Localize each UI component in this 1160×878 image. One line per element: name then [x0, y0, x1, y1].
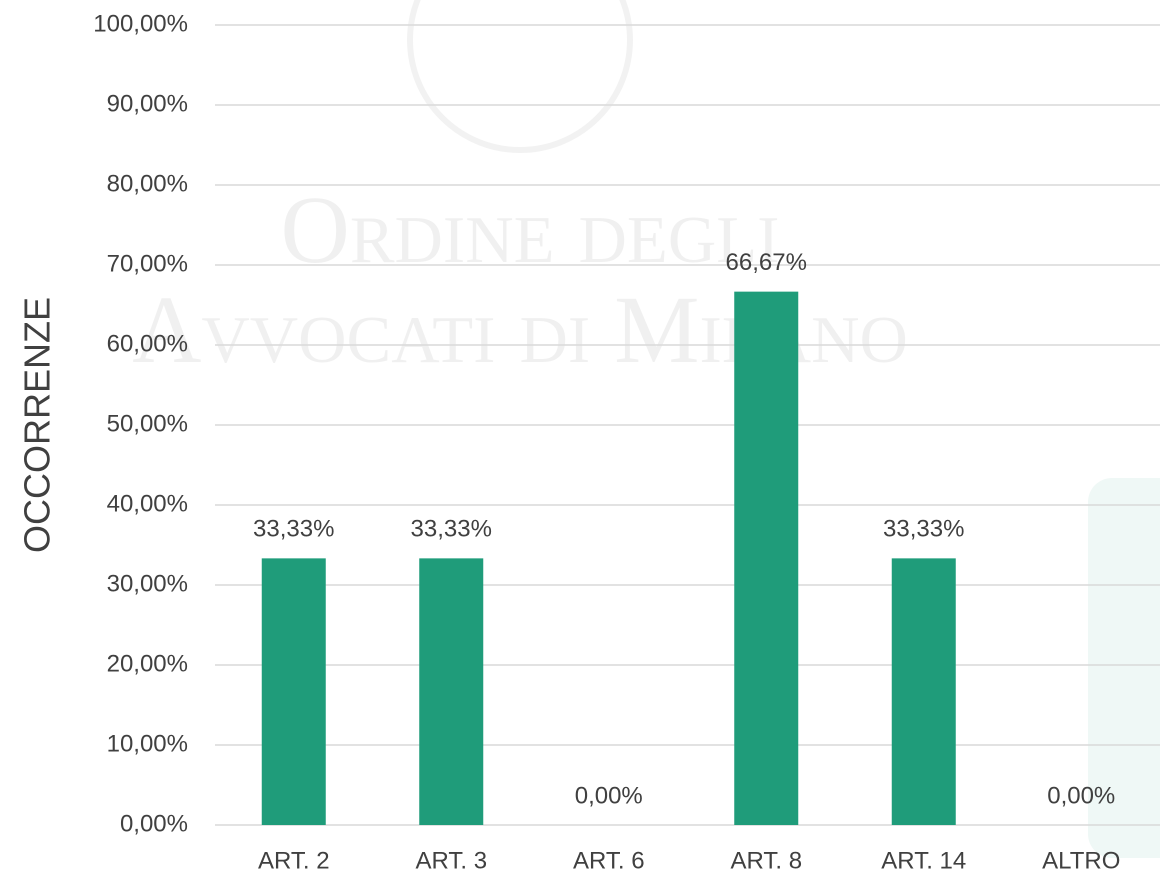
y-tick-label: 70,00%: [107, 250, 188, 277]
y-tick-label: 90,00%: [107, 90, 188, 117]
bar: [891, 558, 956, 825]
bar: [419, 558, 484, 825]
x-tick-label: ART. 14: [881, 847, 966, 874]
y-tick-label: 40,00%: [107, 490, 188, 517]
y-tick-label: 10,00%: [107, 730, 188, 757]
data-label: 66,67%: [726, 249, 807, 276]
x-tick-label: ART. 6: [573, 847, 645, 874]
y-tick-label: 80,00%: [107, 170, 188, 197]
watermark-shape: [1088, 478, 1160, 858]
watermark-seal: [407, 0, 633, 153]
y-tick-label: 60,00%: [107, 330, 188, 357]
data-label: 0,00%: [575, 782, 643, 809]
x-tick-label: ART. 3: [415, 847, 487, 874]
bar: [734, 291, 799, 825]
x-tick-label: ART. 8: [730, 847, 802, 874]
data-label: 0,00%: [1047, 782, 1115, 809]
y-tick-label: 50,00%: [107, 410, 188, 437]
y-tick-label: 30,00%: [107, 570, 188, 597]
x-tick-label: ART. 2: [258, 847, 330, 874]
y-tick-label: 0,00%: [120, 810, 188, 837]
y-axis-title: OCCORRENZE: [17, 297, 58, 553]
x-tick-label: ALTRO: [1042, 847, 1120, 874]
data-label: 33,33%: [411, 516, 492, 543]
bar: [261, 558, 326, 825]
data-label: 33,33%: [253, 516, 334, 543]
data-label: 33,33%: [883, 516, 964, 543]
y-tick-label: 20,00%: [107, 650, 188, 677]
y-tick-label: 100,00%: [93, 10, 188, 37]
watermark-text: Ordine degli: [281, 176, 780, 283]
